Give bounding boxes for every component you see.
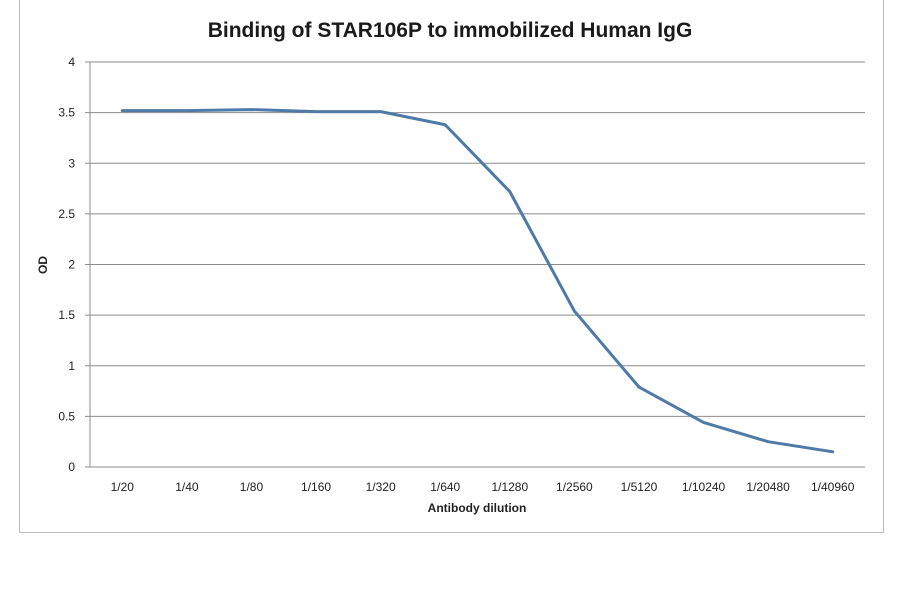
- data-point: [250, 108, 253, 111]
- data-point: [185, 109, 189, 112]
- x-axis-label: Antibody dilution: [428, 501, 527, 515]
- x-tick-label: 1/40: [175, 480, 199, 494]
- data-point: [831, 450, 834, 454]
- data-point: [702, 421, 705, 424]
- x-tick-label: 1/160: [301, 480, 331, 494]
- axes: [85, 61, 865, 468]
- series-group: [120, 108, 835, 454]
- y-tick-label: 3.5: [58, 106, 75, 120]
- data-point: [444, 123, 447, 126]
- x-tick-label: 1/320: [366, 480, 396, 494]
- y-axis-label: OD: [36, 256, 50, 274]
- data-point: [121, 109, 124, 112]
- y-tick-label: 1.5: [58, 308, 75, 322]
- series-line-0: [120, 108, 835, 454]
- x-tick-label: 1/80: [240, 480, 264, 494]
- y-tick-label: 3: [68, 156, 75, 170]
- data-point: [637, 385, 641, 389]
- y-tick-label: 2: [68, 258, 75, 272]
- y-tick-label: 0: [68, 460, 75, 474]
- x-tick-label: 1/5120: [621, 480, 658, 494]
- gridlines: [90, 61, 865, 417]
- x-tick-label: 1/640: [430, 480, 460, 494]
- y-tick-label: 2.5: [58, 207, 75, 221]
- x-tick-label: 1/1280: [491, 480, 528, 494]
- x-tick-label: 1/2560: [556, 480, 593, 494]
- x-tick-label: 1/40960: [811, 480, 855, 494]
- x-tick-labels: 1/20 1/40 1/80 1/160 1/320 1/640 1/1280 1/2560 1…: [111, 480, 855, 494]
- x-tick-label: 1/10240: [682, 480, 726, 494]
- data-point: [379, 110, 382, 113]
- data-point: [766, 440, 770, 443]
- x-tick-label: 1/20: [111, 480, 135, 494]
- x-tick-label: 1/20480: [746, 480, 790, 494]
- data-point: [508, 190, 511, 193]
- data-point: [573, 309, 576, 313]
- y-tick-labels: 0 0.5 1 1.5 2 2.5 3 3.5 4: [58, 55, 75, 474]
- data-point: [314, 110, 318, 113]
- y-tick-label: 4: [68, 55, 75, 69]
- y-tick-label: 0.5: [58, 409, 75, 423]
- y-tick-label: 1: [68, 359, 75, 373]
- chart-frame: [19, 0, 884, 533]
- chart-title: Binding of STAR106P to immobilized Human…: [208, 19, 693, 42]
